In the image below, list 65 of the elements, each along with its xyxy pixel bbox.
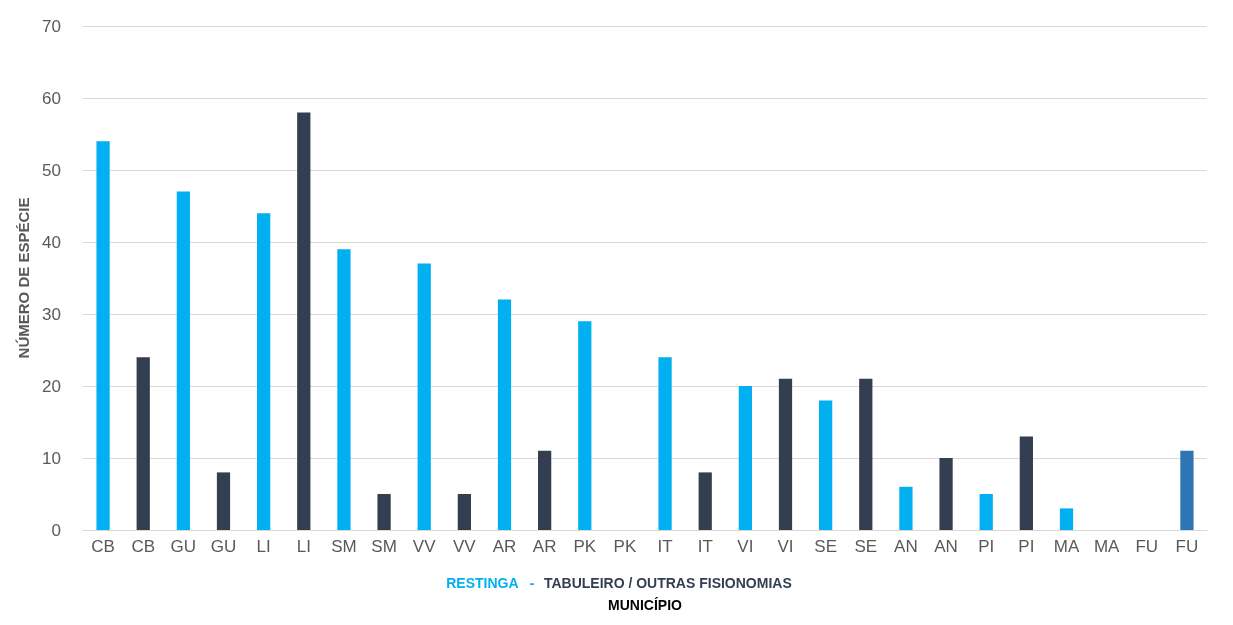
x-tick-label: FU xyxy=(1175,537,1199,556)
y-tick-label: 40 xyxy=(42,232,61,252)
x-tick-label: GU xyxy=(170,537,197,556)
text: TABULEIRO / OUTRAS FISIONOMIAS xyxy=(543,575,792,591)
bar xyxy=(417,263,431,530)
x-tick-label: SE xyxy=(854,537,878,556)
bar xyxy=(819,400,833,530)
bar xyxy=(658,357,672,530)
y-tick-label: 60 xyxy=(42,88,61,108)
bar xyxy=(1019,436,1033,530)
bar xyxy=(1180,450,1194,530)
y-tick-label: 10 xyxy=(42,448,61,468)
x-axis-title: MUNICÍPIO xyxy=(608,597,683,613)
x-tick-label: GU xyxy=(210,537,237,556)
x-tick-label: VI xyxy=(737,537,754,556)
bar xyxy=(778,378,793,530)
y-tick-label: 20 xyxy=(42,376,61,396)
x-tick-label: FU xyxy=(1135,537,1159,556)
bar xyxy=(136,357,150,530)
bar xyxy=(738,386,752,530)
bar xyxy=(538,450,552,530)
x-tick-label: CB xyxy=(131,537,156,556)
x-tick-label: MA xyxy=(1053,537,1080,556)
bar xyxy=(337,249,351,530)
x-tick-label: AR xyxy=(532,537,557,556)
x-tick-label: SM xyxy=(371,537,397,556)
x-tick-label: AR xyxy=(492,537,517,556)
bar xyxy=(216,472,231,530)
x-tick-label: PK xyxy=(613,537,637,556)
x-tick-label: LI xyxy=(256,537,271,556)
y-tick-label: 50 xyxy=(42,160,61,180)
bar xyxy=(1059,508,1074,530)
x-tick-label: AN xyxy=(934,537,958,556)
bar xyxy=(497,299,512,530)
x-tick-label: VV xyxy=(412,537,437,556)
y-axis-title: NÚMERO DE ESPÉCIE xyxy=(15,197,32,359)
bar xyxy=(96,141,110,530)
y-tick-label: 30 xyxy=(42,304,61,324)
bar xyxy=(578,321,592,530)
x-tick-label: IT xyxy=(697,537,713,556)
bar xyxy=(176,191,190,530)
x-tick-label: IT xyxy=(657,537,673,556)
x-tick-label: MA xyxy=(1093,537,1121,556)
x-tick-label: PI xyxy=(1018,537,1035,556)
bar xyxy=(297,112,311,530)
y-tick-label: 70 xyxy=(42,16,61,36)
bar xyxy=(377,494,391,530)
bar xyxy=(899,486,913,530)
x-tick-label: SE xyxy=(814,537,837,556)
x-tick-label: SM xyxy=(331,537,357,556)
bar xyxy=(859,378,873,530)
bar xyxy=(457,494,471,530)
x-tick-label: PI xyxy=(978,537,995,556)
x-tick-label: AN xyxy=(894,537,918,556)
x-tick-label: CB xyxy=(91,537,115,556)
text: RESTINGA - xyxy=(446,575,535,591)
bar xyxy=(939,458,953,530)
bar xyxy=(257,213,271,530)
x-tick-label: PK xyxy=(573,537,597,556)
bar xyxy=(979,494,993,530)
x-tick-label: VV xyxy=(453,537,477,556)
y-tick-label: 0 xyxy=(51,520,61,540)
x-tick-label: VI xyxy=(777,537,794,556)
bar xyxy=(698,472,712,530)
x-tick-label: LI xyxy=(296,537,311,556)
